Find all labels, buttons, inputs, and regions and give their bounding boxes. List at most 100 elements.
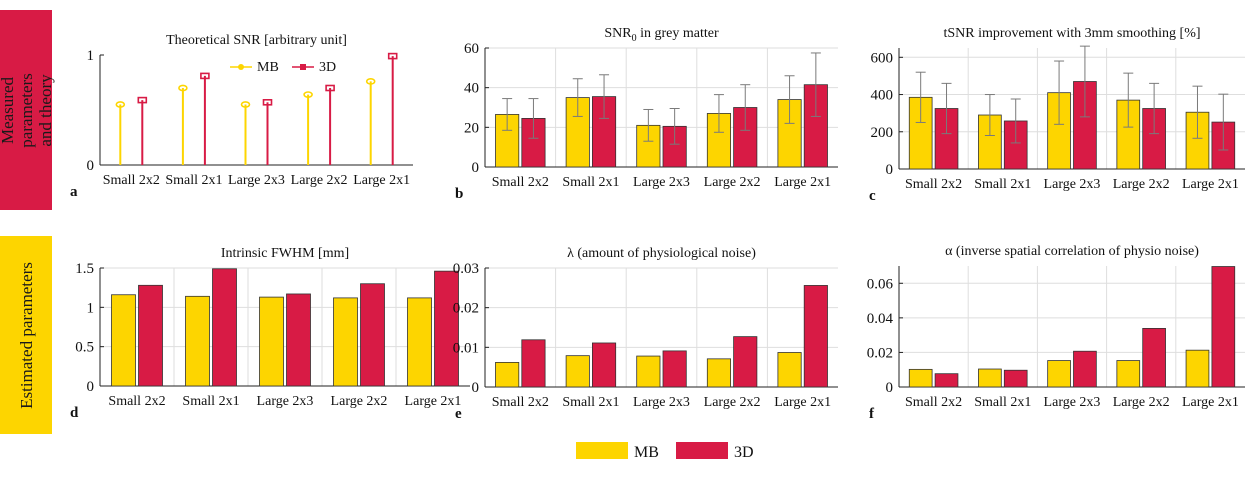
x-tick-label: Small 2x1 — [165, 173, 222, 188]
y-tick-label: 1.5 — [75, 261, 94, 277]
bar-mb — [1185, 349, 1210, 388]
y-tick-label: 0 — [87, 379, 95, 395]
bar-mb — [908, 368, 933, 388]
bar-mb — [333, 297, 358, 387]
bar-3d — [434, 270, 459, 387]
chart-title: Theoretical SNR [arbitrary unit] — [166, 33, 347, 48]
stem-marker-mb — [178, 84, 188, 92]
x-tick-label: Large 2x1 — [353, 173, 410, 188]
x-tick-label: Large 2x1 — [405, 394, 462, 409]
panel-letter: a — [70, 184, 78, 200]
y-tick-label: 0.01 — [453, 340, 479, 356]
stem-marker-3d — [325, 84, 335, 92]
x-tick-label: Large 2x3 — [1044, 395, 1101, 410]
x-tick-label: Large 2x3 — [633, 395, 690, 410]
x-tick-label: Large 2x3 — [257, 394, 314, 409]
bar-mb — [978, 368, 1002, 388]
stem-marker-3d — [262, 99, 273, 106]
y-tick-label: 40 — [464, 81, 479, 97]
x-tick-label: Large 2x3 — [228, 173, 285, 188]
bar-mb — [259, 296, 284, 387]
panel-letter: e — [455, 406, 462, 422]
chart-title: tSNR improvement with 3mm smoothing [%] — [943, 26, 1200, 41]
x-tick-label: Small 2x1 — [182, 394, 239, 409]
bar-mb — [565, 355, 590, 388]
side-band-estimated: Estimated parameters — [0, 236, 52, 434]
x-tick-label: Small 2x1 — [974, 395, 1031, 410]
bar-mb — [495, 362, 520, 388]
bar-3d — [1003, 369, 1028, 388]
bar-3d — [733, 336, 758, 388]
bar-3d — [521, 339, 546, 388]
legend-swatch-3d — [676, 442, 728, 459]
panel-a: 0 1 Small 2x2 Small 2x1 Large 2x3 Large 2x2 La… — [70, 33, 413, 200]
panel-f: 0 0.02 0.04 0.06 Small 2x2 Small 2x1 Large 2x3… — [867, 244, 1245, 422]
y-tick-label: 600 — [871, 50, 894, 66]
bar-3d — [592, 342, 617, 388]
chart-title: Intrinsic FWHM [mm] — [221, 246, 349, 261]
y-tick-label: 0.04 — [867, 311, 894, 327]
panel-e: 0 0.01 0.02 0.03 Small 2x2 Small 2x1 Large 2x3… — [453, 246, 838, 422]
stem-marker-mb — [240, 101, 251, 108]
legend-label-mb: MB — [634, 444, 659, 461]
x-tick-label: Small 2x2 — [492, 395, 549, 410]
y-tick-label: 20 — [464, 120, 479, 136]
x-tick-label: Large 2x1 — [774, 395, 831, 410]
inner-legend-label-3d: 3D — [319, 60, 336, 75]
x-tick-label: Large 2x2 — [704, 395, 761, 410]
bar-mb — [636, 355, 661, 388]
stem-marker-mb — [115, 101, 126, 108]
panel-d: 0 0.5 1 1.5 Small 2x2 Small 2x1 Large 2x3 Large… — [70, 246, 470, 421]
x-tick-label: Small 2x1 — [562, 395, 619, 410]
y-tick-label: 0 — [472, 380, 480, 396]
y-tick-label: 0 — [886, 380, 894, 396]
stem-marker-mb — [365, 78, 376, 85]
bar-3d — [360, 283, 385, 387]
x-tick-label: Large 2x2 — [1113, 395, 1170, 410]
bar-mb — [706, 358, 732, 388]
y-tick-label: 0 — [886, 162, 894, 178]
y-tick-label: 0.03 — [453, 261, 479, 277]
chart-title: SNR0 in grey matter — [604, 26, 719, 44]
y-tick-label: 0.02 — [867, 345, 893, 361]
bar-mb — [777, 352, 802, 388]
x-tick-label: Large 2x3 — [633, 175, 690, 190]
inner-legend-marker-3d — [300, 64, 306, 70]
legend-swatch-mb — [576, 442, 628, 459]
panel-letter: d — [70, 405, 79, 421]
x-tick-label: Small 2x2 — [492, 175, 549, 190]
bar-mb — [407, 297, 432, 387]
bar-3d — [1073, 350, 1097, 388]
y-tick-label: 400 — [871, 88, 894, 104]
bar-3d — [286, 293, 311, 387]
bar-3d — [138, 284, 163, 387]
y-tick-label: 0 — [472, 160, 480, 176]
y-tick-label: 0.06 — [867, 276, 894, 292]
x-tick-label: Large 2x2 — [291, 173, 348, 188]
inner-legend-marker-mb — [238, 64, 244, 70]
panel-b: 0 20 40 60 Small 2x2 Small 2x1 Large 2x3 Large … — [455, 26, 838, 202]
chart-title: λ (amount of physiological noise) — [567, 246, 756, 261]
bar-3d — [662, 350, 687, 388]
stem-marker-mb — [303, 91, 313, 98]
y-tick-label: 0.5 — [75, 340, 94, 356]
x-tick-label: Large 2x1 — [774, 175, 831, 190]
x-tick-label: Small 2x2 — [103, 173, 160, 188]
side-band-measured: Measured parameters and theory — [0, 10, 55, 210]
y-tick-label: 60 — [464, 41, 479, 57]
inner-legend-label-mb: MB — [257, 60, 279, 75]
stem-marker-3d — [200, 72, 210, 80]
x-tick-label: Large 2x2 — [331, 394, 388, 409]
x-tick-label: Large 2x3 — [1044, 177, 1101, 192]
y-tick-label: 200 — [871, 125, 894, 141]
panel-c: 0 200 400 600 Small 2x2 Small 2x1 Large 2x3 Lar… — [869, 26, 1245, 204]
x-tick-label: Large 2x2 — [704, 175, 761, 190]
bar-3d — [803, 285, 828, 388]
bar-3d — [212, 268, 237, 387]
y-tick-label: 1 — [87, 48, 95, 64]
x-tick-label: Small 2x1 — [974, 177, 1031, 192]
x-tick-label: Small 2x1 — [562, 175, 619, 190]
x-tick-label: Small 2x2 — [108, 394, 165, 409]
stem-marker-3d — [137, 96, 148, 104]
